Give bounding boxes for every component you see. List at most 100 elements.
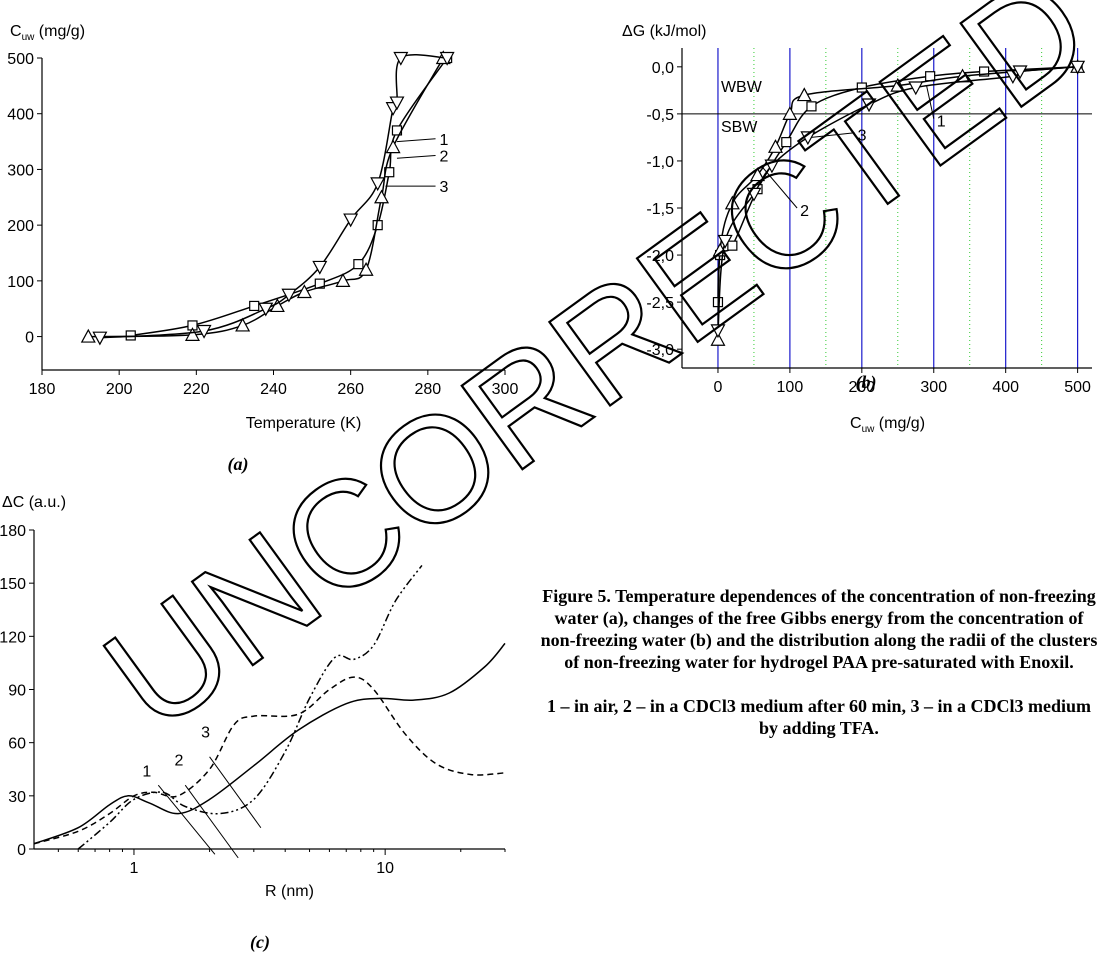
chart-c: 0 30 60 90 120 150 180 1 10 ΔC (a.u.) R (nm) 1 2 3 <box>0 494 506 900</box>
series-annotation: 3 <box>858 128 867 145</box>
annotation-leader <box>184 784 239 859</box>
data-point-3 <box>258 302 274 317</box>
data-point-3 <box>393 51 409 66</box>
y-tick-label: 200 <box>7 218 34 235</box>
region-label-sbw: SBW <box>721 119 758 136</box>
y-tick-label: -1,0 <box>646 154 674 171</box>
y-tick-label: -2,0 <box>646 248 674 265</box>
y-tick-label: 0,0 <box>652 60 674 77</box>
series-line-2 <box>88 57 444 338</box>
data-point-3 <box>281 288 297 303</box>
data-point-2 <box>358 261 374 276</box>
y-tick-label: 120 <box>0 629 26 646</box>
x-tick-label: 1 <box>130 860 139 877</box>
series-line-3 <box>33 676 506 845</box>
data-point-1 <box>781 137 792 148</box>
x-axis-label: Cuw (mg/g) <box>850 415 925 435</box>
data-point-3 <box>717 234 733 249</box>
y-tick-label: 180 <box>0 523 26 540</box>
series-annotation: 1 <box>440 132 449 149</box>
y-tick-label: -1,5 <box>646 201 674 218</box>
chart-a: 0 100 200 300 400 500 180 200 220 240 260 280 300 Cuw… <box>7 23 518 432</box>
series-annotation: 1 <box>142 763 151 780</box>
panel-label-b: (b) <box>856 372 877 393</box>
data-point-1 <box>727 240 738 251</box>
data-point-3 <box>439 51 455 66</box>
data-point-2 <box>80 328 96 343</box>
data-point-3 <box>861 98 877 113</box>
chart-b: 0,0 -0,5 -1,0 -1,5 -2,0 -2,5 -3,0 0 100 200 300 400… <box>622 23 1092 435</box>
series-line-2 <box>717 66 1078 340</box>
x-axis-label: Temperature (K) <box>246 415 362 432</box>
x-tick-label: 240 <box>260 381 287 398</box>
data-point-1 <box>806 101 817 112</box>
data-point-3 <box>800 131 816 146</box>
data-point-2 <box>710 332 726 346</box>
y-tick-label: 30 <box>8 789 26 806</box>
data-point-2 <box>184 327 200 341</box>
y-tick-label: 150 <box>0 576 26 593</box>
panel-label-a: (a) <box>228 454 249 475</box>
data-point-3 <box>389 96 405 111</box>
x-tick-label: 260 <box>337 381 364 398</box>
x-tick-label: 400 <box>992 379 1019 396</box>
figure-caption: Figure 5. Temperature dependences of the… <box>540 585 1098 739</box>
y-axis-label: ΔC (a.u.) <box>2 494 66 511</box>
annotation-leader <box>209 756 262 829</box>
data-point-2 <box>374 189 390 204</box>
series-annotation: 2 <box>800 203 809 220</box>
series-annotation: 3 <box>440 179 449 196</box>
x-tick-label: 300 <box>920 379 947 396</box>
data-point-1 <box>249 300 260 312</box>
x-tick-label: 100 <box>777 379 804 396</box>
x-tick-label: 300 <box>492 381 519 398</box>
data-point-1 <box>856 82 867 93</box>
data-point-3 <box>1070 60 1086 75</box>
x-tick-label: 280 <box>414 381 441 398</box>
data-point-3 <box>92 331 108 346</box>
panel-label-c: (c) <box>250 932 270 953</box>
caption-legend: 1 – in air, 2 – in a CDCl3 medium after … <box>546 696 1092 738</box>
data-point-3 <box>312 260 328 275</box>
y-tick-label: -0,5 <box>646 107 674 124</box>
y-axis-label: ΔG (kJ/mol) <box>622 23 706 40</box>
series-annotation: 3 <box>201 724 210 741</box>
caption-text: Figure 5. Temperature dependences of the… <box>540 586 1098 672</box>
data-point-2 <box>235 317 251 332</box>
y-tick-label: 90 <box>8 683 26 700</box>
annotation-leader <box>396 138 436 143</box>
series-line-1 <box>717 66 1078 303</box>
data-point-3 <box>196 324 212 339</box>
y-axis-label: Cuw (mg/g) <box>10 23 85 43</box>
x-tick-label: 200 <box>106 381 133 398</box>
data-point-2 <box>782 106 798 120</box>
data-point-2 <box>750 167 766 182</box>
annotation-leader <box>811 132 855 138</box>
data-point-3 <box>343 213 359 228</box>
x-tick-label: 200 <box>848 379 875 396</box>
series-line-2 <box>77 564 423 850</box>
annotation-leader <box>157 784 216 855</box>
data-point-1 <box>314 278 325 289</box>
y-tick-label: 300 <box>7 162 34 179</box>
data-point-2 <box>768 139 784 153</box>
y-tick-label: 60 <box>8 736 26 753</box>
data-point-3 <box>1005 70 1021 84</box>
data-point-3 <box>908 81 924 96</box>
data-point-1 <box>353 259 364 270</box>
data-point-2 <box>296 284 312 299</box>
data-point-1 <box>979 66 990 77</box>
data-point-3 <box>746 187 762 202</box>
y-tick-label: 0 <box>17 842 26 859</box>
annotation-leader <box>396 155 436 159</box>
data-point-2 <box>796 87 812 102</box>
y-tick-label: -2,5 <box>646 295 674 312</box>
x-axis-label: R (nm) <box>265 883 314 900</box>
data-point-3 <box>710 324 726 339</box>
annotation-leader <box>760 165 798 209</box>
data-point-1 <box>125 330 136 341</box>
data-point-2 <box>335 273 351 287</box>
y-tick-label: 0 <box>25 330 34 347</box>
series-annotation: 2 <box>174 753 183 770</box>
